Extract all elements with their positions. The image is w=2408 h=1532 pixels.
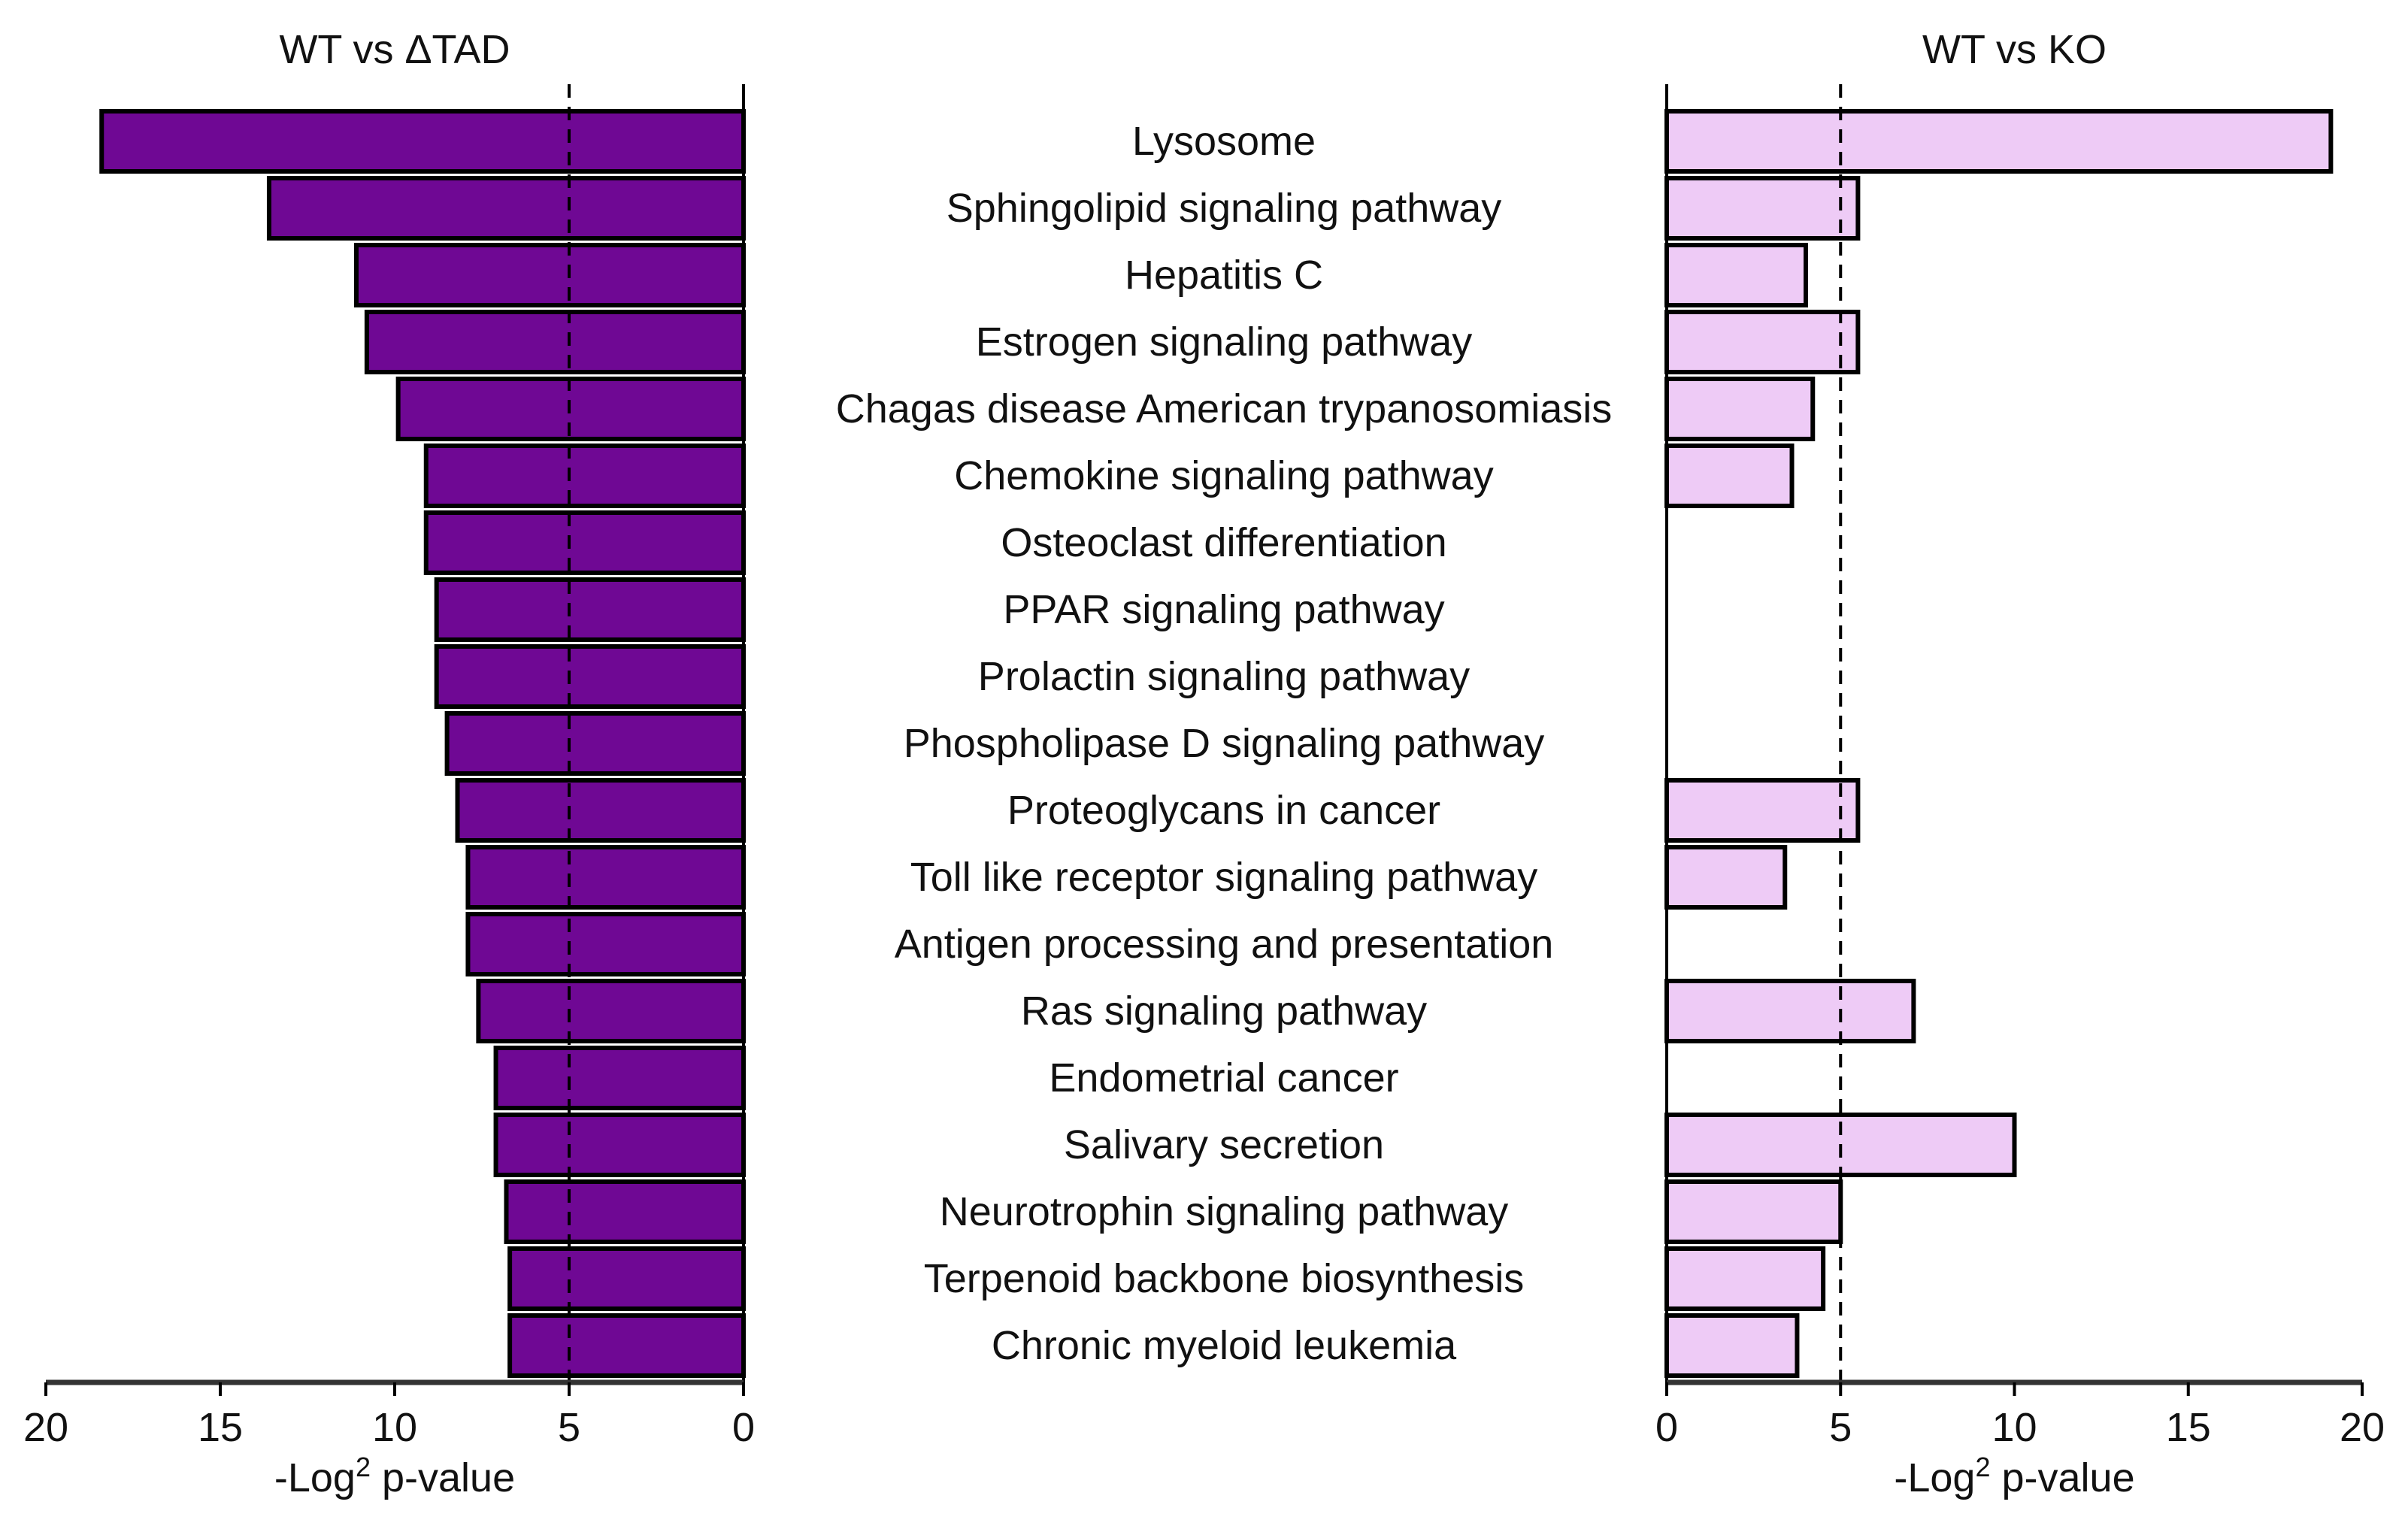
category-label: Prolactin signaling pathway [978, 654, 1470, 699]
right-x-axis-label: -Log2 p-value [1894, 1452, 2134, 1500]
right-bar [1664, 109, 2334, 174]
right-bar [1664, 1246, 1826, 1311]
category-label: Chemokine signaling pathway [954, 453, 1493, 498]
category-label: Proteoglycans in cancer [1007, 788, 1440, 833]
left-x-tick-label: 5 [558, 1405, 580, 1450]
left-bar [444, 711, 746, 776]
right-x-tick-label: 10 [1992, 1405, 2037, 1450]
category-label: Hepatitis C [1125, 253, 1323, 298]
left-bar [434, 644, 746, 709]
left-x-axis-label: -Log2 p-value [274, 1452, 515, 1500]
left-bar [465, 912, 746, 976]
category-labels: Lysosome Sphingolipid signaling pathway He… [836, 119, 1613, 1368]
right-x-tick-label: 15 [2166, 1405, 2211, 1450]
left-x-tick-label: 0 [732, 1405, 755, 1450]
left-panel: WT vs ΔTAD 20 15 10 5 0 -Log2 p-value [23, 27, 755, 1500]
category-label: Endometrial cancer [1049, 1055, 1398, 1101]
right-bar [1664, 778, 1861, 843]
category-label: Phospholipase D signaling pathway [904, 721, 1545, 766]
left-bar [353, 243, 746, 307]
category-label: Salivary secretion [1064, 1122, 1384, 1167]
right-bar [1664, 979, 1916, 1043]
left-bar [434, 577, 746, 642]
x-axis-label-suffix: p-value [371, 1455, 515, 1500]
category-label: Chronic myeloid leukemia [992, 1323, 1457, 1368]
category-label: Antigen processing and presentation [895, 922, 1554, 967]
right-bar [1664, 1313, 1800, 1378]
left-bar [507, 1246, 746, 1311]
x-axis-label-sup: 2 [1975, 1452, 1990, 1482]
right-bar [1664, 1179, 1843, 1244]
right-bar [1664, 310, 1861, 374]
left-bar [423, 444, 746, 508]
right-panel-title: WT vs KO [1922, 27, 2107, 72]
left-bar [504, 1179, 746, 1244]
right-bar [1664, 377, 1816, 441]
right-x-tick-label: 5 [1829, 1405, 1852, 1450]
x-axis-label-prefix: -Log [1894, 1455, 1975, 1500]
left-bar [423, 510, 746, 575]
category-label: Toll like receptor signaling pathway [910, 855, 1537, 900]
category-label: Terpenoid backbone biosynthesis [924, 1256, 1525, 1301]
left-bar [476, 979, 746, 1043]
category-label: Lysosome [1132, 119, 1316, 164]
left-bar [507, 1313, 746, 1378]
category-label: Chagas disease American trypanosomiasis [836, 386, 1613, 431]
right-bar [1664, 176, 1861, 241]
left-x-tick-label: 20 [23, 1405, 68, 1450]
left-bar [266, 176, 746, 241]
category-label: Ras signaling pathway [1021, 989, 1427, 1034]
right-x-tick-label: 0 [1655, 1405, 1678, 1450]
right-bar [1664, 845, 1788, 910]
category-label: Sphingolipid signaling pathway [947, 186, 1502, 231]
left-bar [455, 778, 747, 843]
category-label: Estrogen signaling pathway [976, 319, 1472, 365]
x-axis-label-prefix: -Log [274, 1455, 356, 1500]
category-label: PPAR signaling pathway [1003, 587, 1444, 632]
x-axis-label-sup: 2 [356, 1452, 371, 1482]
left-x-tick-label: 10 [372, 1405, 417, 1450]
right-bar [1664, 243, 1808, 307]
left-bar [99, 109, 747, 174]
right-panel: WT vs KO 0 5 10 15 20 -Log2 p-value [1655, 27, 2385, 1500]
right-bar [1664, 444, 1795, 508]
left-panel-title: WT vs ΔTAD [279, 27, 510, 72]
left-bar [395, 377, 746, 441]
left-bar [465, 845, 746, 910]
left-bar [493, 1113, 746, 1177]
left-x-tick-label: 15 [198, 1405, 243, 1450]
left-bar [493, 1046, 746, 1110]
category-label: Neurotrophin signaling pathway [940, 1189, 1508, 1234]
x-axis-label-suffix: p-value [1991, 1455, 2135, 1500]
category-label: Osteoclast differentiation [1001, 520, 1446, 565]
left-bar [364, 310, 746, 374]
right-x-tick-label: 20 [2340, 1405, 2385, 1450]
